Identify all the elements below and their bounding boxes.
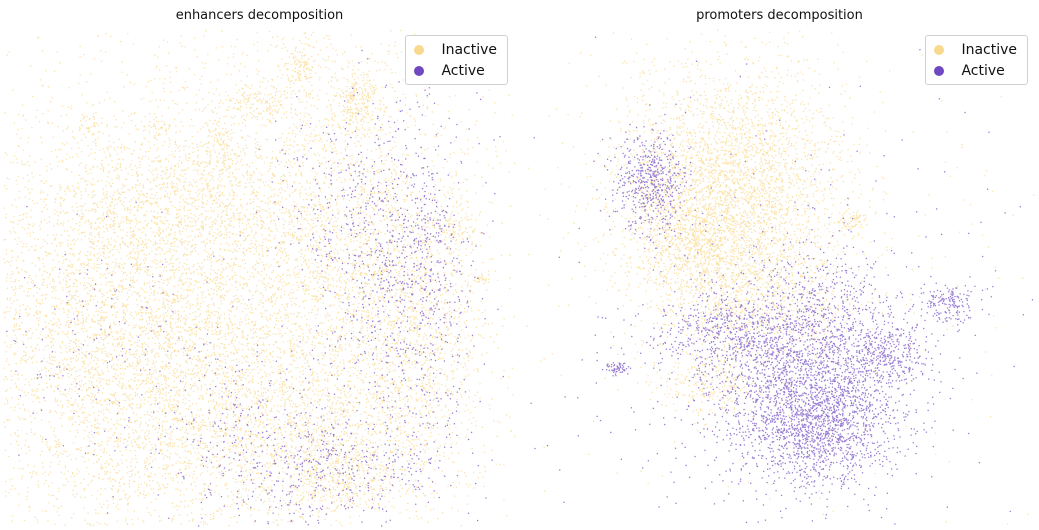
legend-item-active: Active (934, 60, 1017, 81)
legend-label-active: Active (961, 62, 1005, 79)
enhancers-scatter-plot (3, 29, 516, 527)
legend-label-inactive: Inactive (441, 41, 497, 58)
legend-label-active: Active (441, 62, 485, 79)
enhancers-legend: Inactive Active (405, 35, 508, 85)
enhancers-title: enhancers decomposition (175, 8, 344, 23)
enhancers-panel: enhancers decomposition Inactive Active (0, 0, 519, 530)
promoters-legend: Inactive Active (925, 35, 1028, 85)
inactive-marker-icon (934, 44, 945, 55)
series-inactive-points (526, 29, 1035, 525)
active-marker-icon (414, 65, 425, 76)
series-inactive-points (3, 29, 516, 527)
legend-item-inactive: Inactive (414, 39, 497, 60)
active-marker-icon (934, 65, 945, 76)
scatter-points-inactive (526, 29, 1035, 525)
promoters-panel: promoters decomposition Inactive Active (520, 0, 1039, 530)
promoters-title: promoters decomposition (696, 8, 863, 23)
inactive-marker-icon (414, 44, 425, 55)
legend-item-inactive: Inactive (934, 39, 1017, 60)
scatter-points-inactive (3, 29, 516, 527)
legend-label-inactive: Inactive (961, 41, 1017, 58)
legend-item-active: Active (414, 60, 497, 81)
